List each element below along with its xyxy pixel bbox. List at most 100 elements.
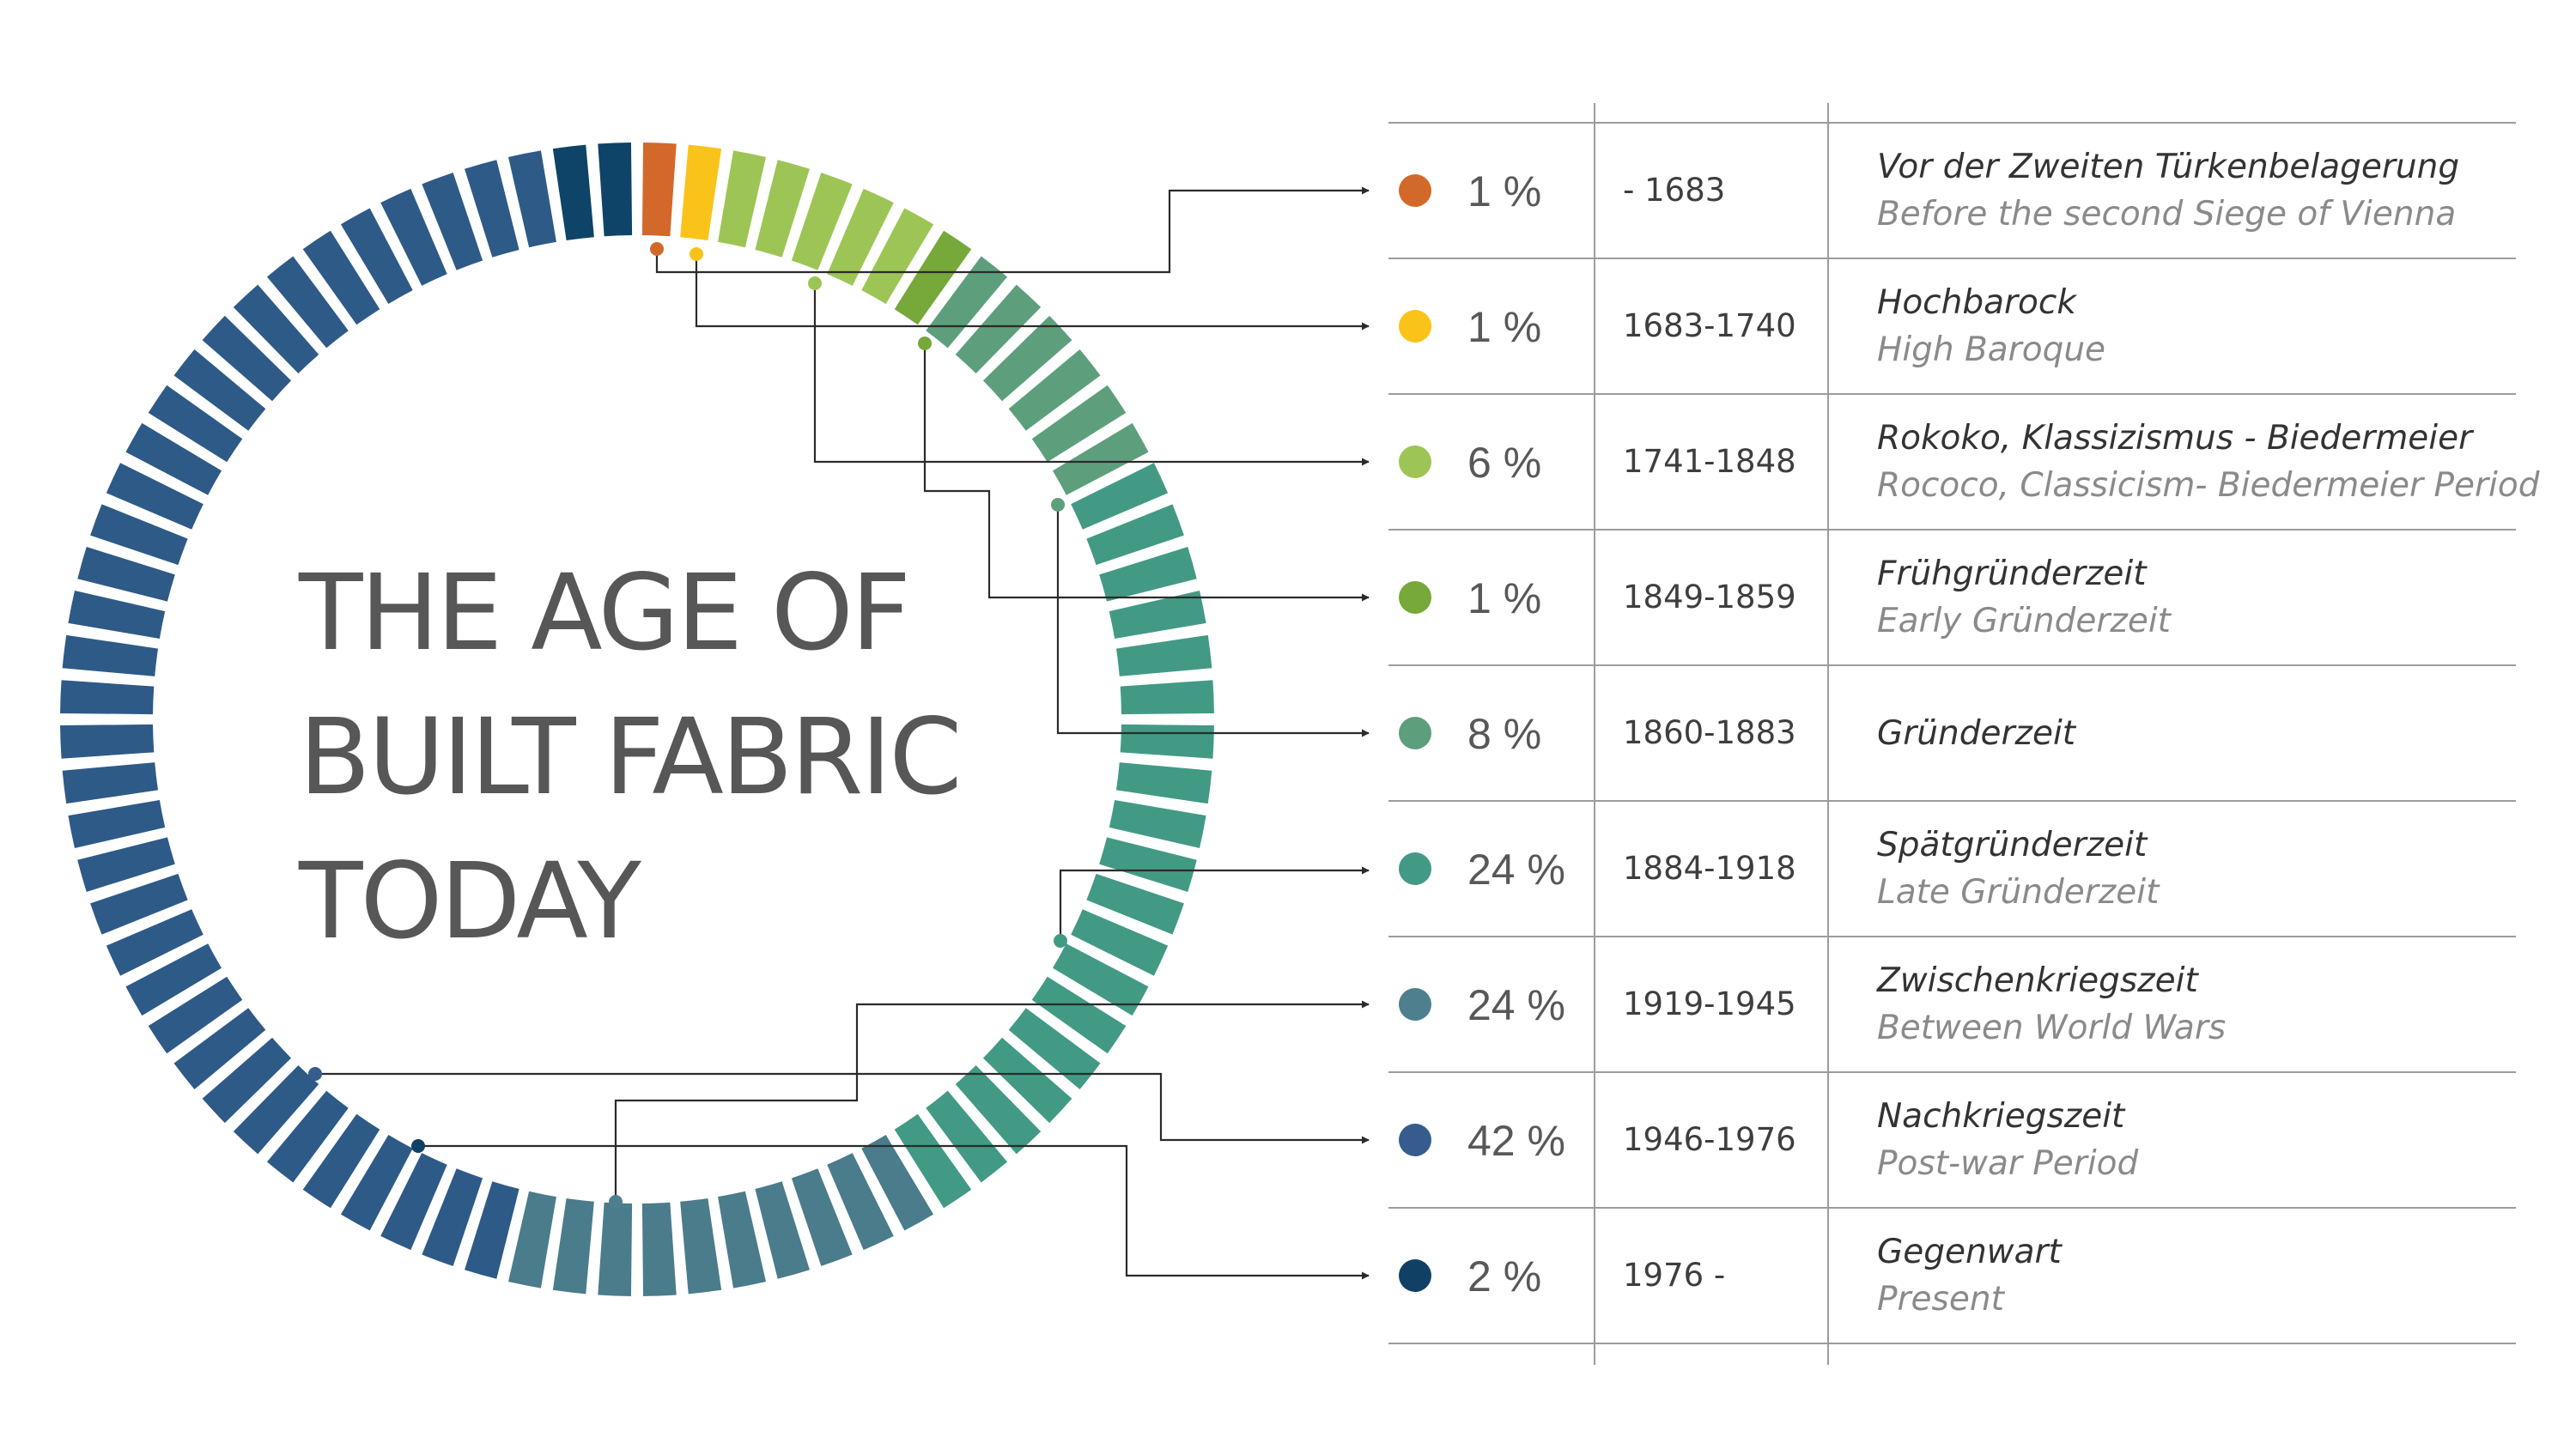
legend-row: 1 % 1683-1740 Hochbarock High Baroque bbox=[1399, 283, 2105, 369]
ring-segment-8 bbox=[422, 1168, 483, 1266]
ring-segment-5 bbox=[1008, 349, 1101, 431]
ring-segment-8 bbox=[302, 230, 380, 325]
ring-segment-8 bbox=[125, 943, 222, 1016]
connector-dot bbox=[308, 1067, 322, 1081]
ring-segment-8 bbox=[340, 208, 413, 305]
legend-row: 24 % 1919-1945 Zwischenkriegszeit Between W… bbox=[1399, 961, 2226, 1047]
ring-segment-6 bbox=[1071, 463, 1169, 530]
ring-segment-7 bbox=[507, 1191, 556, 1289]
ring-segment-3 bbox=[827, 188, 894, 286]
percent-label: 42 % bbox=[1467, 1117, 1565, 1165]
ring-segment-6 bbox=[1099, 837, 1197, 892]
period-name-de: Rokoko, Klassizismus - Biedermeier bbox=[1877, 419, 2475, 458]
ring-segment-6 bbox=[1031, 976, 1127, 1054]
ring-segment-6 bbox=[1071, 909, 1169, 976]
ring-segment-7 bbox=[552, 1198, 594, 1295]
ring-segment-8 bbox=[380, 188, 447, 286]
ring-segment-6 bbox=[926, 1090, 1008, 1183]
legend-table: 1 % - 1683 Vor der Zweiten Türkenbelagerun… bbox=[1399, 148, 2540, 1319]
connector-line bbox=[418, 1144, 1370, 1280]
ring-segment-6 bbox=[1120, 680, 1214, 715]
ring-segment-8 bbox=[106, 463, 204, 530]
legend-swatch bbox=[1399, 852, 1431, 885]
ring-segment-3 bbox=[861, 208, 934, 305]
connector-line bbox=[655, 186, 1370, 274]
ring-segment-7 bbox=[791, 1168, 853, 1266]
period-name-de: Zwischenkriegszeit bbox=[1876, 961, 2199, 1000]
year-range: 1849-1859 bbox=[1623, 579, 1796, 615]
ring-segment-8 bbox=[62, 634, 159, 676]
ring-segment-8 bbox=[266, 256, 349, 349]
connector-dot bbox=[609, 1195, 623, 1209]
connector-dot bbox=[918, 337, 932, 350]
ring-segment-8 bbox=[68, 800, 166, 849]
ring-segment-8 bbox=[465, 1181, 519, 1279]
legend-swatch bbox=[1399, 581, 1431, 614]
ring-segment-7 bbox=[755, 1181, 810, 1279]
period-name-en: Early Gründerzeit bbox=[1877, 602, 2172, 640]
year-range: 1884-1918 bbox=[1623, 850, 1796, 887]
year-range: 1976 - bbox=[1623, 1257, 1725, 1294]
ring-segment-9 bbox=[598, 142, 633, 237]
ring-segment-6 bbox=[955, 1064, 1042, 1155]
ring-segment-6 bbox=[1008, 1008, 1101, 1090]
ring-segment-6 bbox=[1115, 634, 1212, 676]
ring-segment-5 bbox=[955, 284, 1042, 374]
year-range: 1741-1848 bbox=[1623, 443, 1796, 480]
legend-row: 24 % 1884-1918 Spätgründerzeit Late Gründer… bbox=[1399, 826, 2160, 912]
ring-segment-6 bbox=[1086, 504, 1184, 566]
legend-swatch bbox=[1399, 1259, 1431, 1292]
connector-dot bbox=[690, 247, 703, 261]
connector-dot bbox=[1054, 934, 1067, 948]
legend-swatch bbox=[1399, 988, 1431, 1021]
period-name-en: Post-war Period bbox=[1877, 1144, 2139, 1183]
legend-row: 8 % 1860-1883 Gründerzeit bbox=[1399, 710, 2077, 758]
ring-segment-4 bbox=[894, 230, 972, 325]
connector-dot bbox=[808, 276, 822, 290]
ring-segment-8 bbox=[68, 590, 166, 639]
ring-segment-3 bbox=[791, 173, 853, 270]
connector-line bbox=[1056, 505, 1370, 737]
ring-segment-8 bbox=[266, 1090, 349, 1183]
ring-segment-7 bbox=[861, 1134, 934, 1231]
legend-swatch bbox=[1399, 446, 1431, 478]
legend-row: 2 % 1976 - Gegenwart Present bbox=[1399, 1233, 2063, 1319]
percent-label: 2 % bbox=[1467, 1252, 1541, 1301]
title-line-3: TODAY bbox=[298, 840, 641, 962]
ring-segment-9 bbox=[552, 144, 594, 241]
ring-segment-8 bbox=[340, 1134, 413, 1231]
ring-segment-8 bbox=[148, 385, 243, 463]
ring-segment-7 bbox=[641, 1202, 677, 1296]
year-range: - 1683 bbox=[1623, 172, 1725, 209]
ring-segment-8 bbox=[148, 976, 243, 1054]
ring-segment-8 bbox=[173, 1008, 266, 1090]
period-name-en: Rococo, Classicism- Biedermeier Period bbox=[1877, 466, 2540, 505]
period-name-en: Late Gründerzeit bbox=[1877, 873, 2160, 912]
chart-title: THE AGE OF BUILT FABRIC TODAY bbox=[298, 552, 963, 962]
ring-segment-5 bbox=[1031, 385, 1127, 463]
year-range: 1683-1740 bbox=[1623, 307, 1796, 344]
legend-row: 1 % 1849-1859 Frühgründerzeit Early Gründer… bbox=[1399, 555, 2172, 640]
percent-label: 1 % bbox=[1467, 303, 1541, 351]
period-name-de: Frühgründerzeit bbox=[1877, 555, 2148, 593]
age-ring bbox=[60, 142, 1214, 1296]
ring-segment-7 bbox=[827, 1153, 894, 1251]
period-name-en: Present bbox=[1877, 1280, 2006, 1319]
year-range: 1860-1883 bbox=[1623, 714, 1796, 751]
legend-table-grid bbox=[1388, 103, 2516, 1365]
percent-label: 6 % bbox=[1467, 439, 1541, 487]
ring-segment-8 bbox=[60, 680, 155, 715]
ring-segment-6 bbox=[1099, 547, 1197, 602]
ring-segment-8 bbox=[422, 173, 483, 270]
ring-segment-8 bbox=[380, 1153, 447, 1251]
percent-label: 1 % bbox=[1467, 574, 1541, 622]
ring-segment-1 bbox=[641, 142, 677, 237]
ring-segment-6 bbox=[1086, 873, 1184, 935]
ring-segment-5 bbox=[1052, 422, 1149, 495]
ring-segment-6 bbox=[1109, 590, 1206, 639]
period-name-en: High Baroque bbox=[1877, 330, 2105, 369]
ring-segment-8 bbox=[202, 1037, 292, 1124]
period-name-de: Vor der Zweiten Türkenbelagerung bbox=[1877, 148, 2459, 186]
ring-segment-8 bbox=[302, 1113, 380, 1209]
